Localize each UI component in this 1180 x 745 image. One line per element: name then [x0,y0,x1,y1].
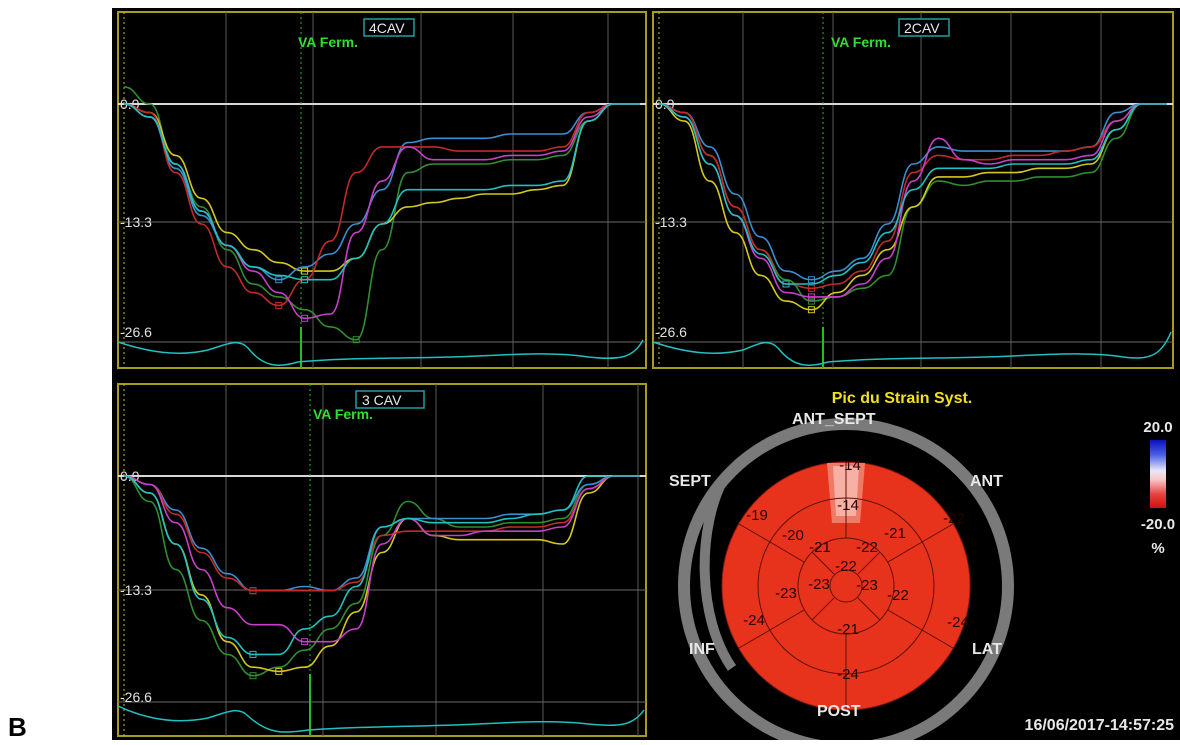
segment-value-lat-apical: -23 [856,577,878,594]
ecg-trace [652,331,1172,366]
segment-value-sept-apical: -21 [809,539,831,556]
segment-value-lat-basal: -24 [947,614,969,631]
wall-label-inf: INF [689,641,715,658]
peak-marker [301,276,309,284]
peak-marker [301,314,309,322]
ecg-trace [117,339,644,366]
segment-value-ant-apical: -22 [856,539,878,556]
view-label-box [355,390,425,409]
peak-marker [249,672,257,680]
y-tick-label: -13.3 [120,214,152,230]
segment-value-lat-mid: -22 [887,587,909,604]
y-tick-label: -13.3 [120,582,152,598]
segment-value-ant-basal: -22 [943,510,965,527]
event-marker-label: VA Ferm. [831,34,891,50]
strain-curve-1 [123,86,640,341]
peak-marker [782,280,790,288]
segment-lines [738,462,954,710]
strain-curve-3 [658,103,1167,281]
peak-marker [807,293,815,301]
event-marker-label: VA Ferm. [298,34,358,50]
strain-curve-6 [123,103,640,281]
panel-3cav: 3 CAV VA Ferm. 0.0 -13.3 -26.6 [117,383,647,737]
strain-curve-4 [123,475,640,592]
peak-marker [807,306,815,314]
peak-marker [301,638,309,646]
segment-values: -14 -22 -24 -24 -24 -19 -14 -21 -22 -21 … [743,457,969,683]
strain-curve-3 [123,103,640,281]
bullseye-rim-arc [699,475,737,671]
panel-4cav: 4CAV VA Ferm. 0.0 -13.3 -26.6 [117,11,647,369]
peak-marker [249,587,257,595]
bullseye-panel: Pic du Strain Syst. [669,390,1175,745]
peak-marker [275,301,283,309]
wall-label-sept: SEPT [669,473,711,490]
segment-value-inf-basal: -24 [743,612,765,629]
y-tick-label: -26.6 [655,324,687,340]
strain-curve-1 [658,103,1167,302]
wall-label-ant: ANT [970,473,1003,490]
wall-label-post: POST [817,703,861,720]
view-label: 2CAV [904,20,940,36]
strain-curve-5 [658,103,1167,298]
timestamp: 16/06/2017-14:57:25 [1025,717,1175,734]
y-tick-label: -26.6 [120,689,152,705]
panel-frame [652,11,1174,369]
segment-value-sept-basal: -19 [746,507,768,524]
segment-value-inf-mid: -23 [775,585,797,602]
ecg-trace [117,705,645,733]
y-tick-label: -13.3 [655,214,687,230]
strain-curve-5 [123,475,640,643]
segment-value-ant-sept-mid: -14 [837,497,859,514]
panel-2cav: 2CAV VA Ferm. 0.0 -13.3 -26.6 [652,11,1174,369]
view-label: 4CAV [369,20,405,36]
panel-frame [117,11,647,369]
bullseye-title: Pic du Strain Syst. [832,390,972,407]
echo-strain-screen: 4CAV VA Ferm. 0.0 -13.3 -26.6 2CAV VA Fe… [112,8,1180,745]
strain-curve-2 [658,103,1167,311]
segment-value-sept-mid: -20 [782,527,804,544]
y-tick-label: -26.6 [120,324,152,340]
peak-marker [301,267,309,275]
y-tick-label: 0.0 [120,468,140,484]
peak-marker [249,650,257,658]
strain-curve-4 [658,103,1167,290]
figure-label: B [8,712,27,742]
strain-curve-3 [123,475,640,592]
view-label-box [363,18,415,37]
segment-value-post-basal: -24 [837,666,859,683]
strain-curve-1 [123,475,640,677]
view-label-box [898,18,950,37]
strain-curve-2 [123,475,640,673]
peak-marker [807,297,815,305]
segment-value-ant-mid: -21 [884,525,906,542]
strain-curve-4 [123,103,640,307]
strain-display: 4CAV VA Ferm. 0.0 -13.3 -26.6 2CAV VA Fe… [117,11,1175,745]
wall-labels: ANT_SEPT SEPT ANT INF LAT POST [669,411,1003,720]
scale-gradient-bar [1150,440,1166,508]
segment-value-post-mid: -21 [837,621,859,638]
strain-curve-2 [123,103,640,272]
segment-value-inf-apical: -23 [808,576,830,593]
scale-max-label: 20.0 [1143,419,1172,436]
peak-marker [807,276,815,284]
wall-label-ant-sept: ANT_SEPT [792,411,876,428]
event-marker-label: VA Ferm. [313,406,373,422]
scale-unit-label: % [1151,540,1164,557]
bullseye-rim [678,418,1014,745]
scale-min-label: -20.0 [1141,516,1175,533]
peak-marker [352,336,360,344]
segment-value-ant-sept-basal: -14 [839,457,861,474]
panel-frame [117,383,647,737]
peak-marker [807,284,815,292]
peak-marker [275,276,283,284]
segment-value-apex: -22 [835,558,857,575]
wall-label-lat: LAT [972,641,1002,658]
peak-marker [275,667,283,675]
strain-curve-6 [658,103,1167,285]
view-label: 3 CAV [362,392,402,408]
strain-curve-6 [123,475,640,656]
